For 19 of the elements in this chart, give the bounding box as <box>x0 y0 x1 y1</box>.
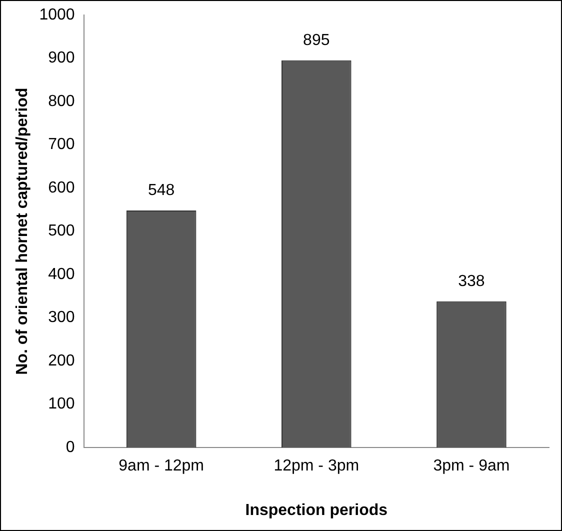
y-tick-label: 0 <box>66 439 75 456</box>
x-axis-title: Inspection periods <box>245 502 388 519</box>
y-tick-label: 400 <box>48 266 75 283</box>
y-tick-label: 200 <box>48 352 75 370</box>
y-tick-label: 800 <box>48 92 75 110</box>
y-tick-label: 500 <box>48 222 75 240</box>
data-label: 338 <box>458 272 485 290</box>
x-tick-label: 9am - 12pm <box>118 458 204 475</box>
y-tick-label: 700 <box>48 136 75 154</box>
x-tick-label: 3pm - 9am <box>433 458 510 475</box>
data-label: 895 <box>303 32 330 49</box>
y-tick-label: 1000 <box>39 6 75 24</box>
y-tick-label: 300 <box>48 309 75 326</box>
y-tick-label: 600 <box>48 179 75 196</box>
data-label: 548 <box>148 182 175 199</box>
x-tick-label: 12pm - 3pm <box>274 458 360 475</box>
y-axis-title: No. of oriental hornet captured/period <box>14 88 32 375</box>
y-tick-label: 900 <box>48 50 75 67</box>
y-tick-label: 100 <box>48 396 75 413</box>
